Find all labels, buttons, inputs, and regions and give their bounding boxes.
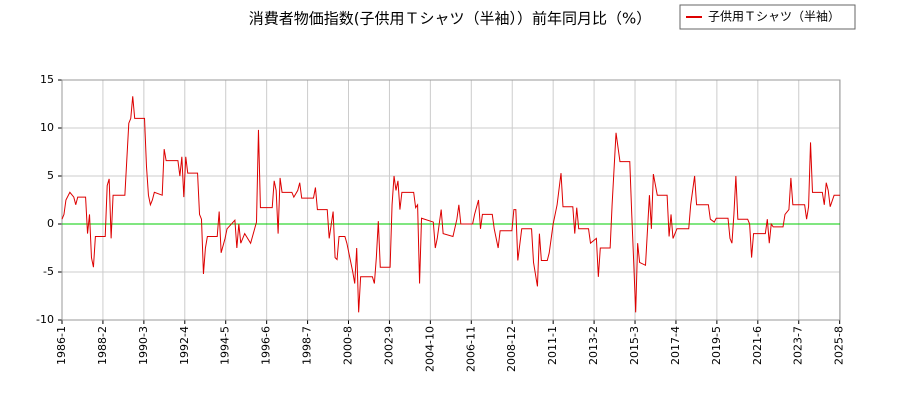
legend-label: 子供用Ｔシャツ（半袖） bbox=[708, 9, 840, 24]
x-tick-label: 2025-8 bbox=[833, 326, 846, 365]
x-tick-label: 1996-6 bbox=[260, 326, 273, 365]
x-tick-label: 2019-5 bbox=[710, 326, 723, 365]
x-tick-label: 2004-10 bbox=[423, 326, 436, 372]
x-tick-label: 1998-7 bbox=[301, 326, 314, 365]
y-tick-label: 15 bbox=[40, 73, 54, 86]
x-tick-label: 1994-5 bbox=[219, 326, 232, 365]
plot-border bbox=[61, 79, 841, 321]
x-tick-label: 1992-4 bbox=[178, 326, 191, 365]
legend-box bbox=[679, 4, 856, 30]
y-tick-label: -5 bbox=[43, 265, 54, 278]
y-tick-label: 5 bbox=[47, 169, 54, 182]
x-tick-label: 1988-2 bbox=[96, 326, 109, 365]
y-tick-label: 10 bbox=[40, 121, 54, 134]
legend: 子供用Ｔシャツ（半袖） bbox=[679, 4, 856, 30]
x-tick-label: 2000-8 bbox=[342, 326, 355, 365]
chart-title: 消費者物価指数(子供用Ｔシャツ（半袖））前年同月比（%） bbox=[249, 10, 652, 28]
x-tick-label: 2015-3 bbox=[628, 326, 641, 365]
plot-area bbox=[62, 80, 840, 320]
x-tick-label: 2023-7 bbox=[792, 326, 805, 365]
x-tick-label: 1986-1 bbox=[55, 326, 68, 365]
y-tick-label: 0 bbox=[47, 217, 54, 230]
y-tick-label: -10 bbox=[36, 313, 54, 326]
x-tick-label: 2008-12 bbox=[505, 326, 518, 372]
x-tick-label: 1990-3 bbox=[137, 326, 150, 365]
x-tick-label: 2013-2 bbox=[587, 326, 600, 365]
x-tick-label: 2021-6 bbox=[751, 326, 764, 365]
x-tick-label: 2002-9 bbox=[382, 326, 395, 365]
x-tick-label: 2006-11 bbox=[464, 326, 477, 372]
x-tick-label: 2017-4 bbox=[669, 326, 682, 365]
x-tick-label: 2011-1 bbox=[546, 326, 559, 365]
data-line bbox=[61, 96, 840, 313]
